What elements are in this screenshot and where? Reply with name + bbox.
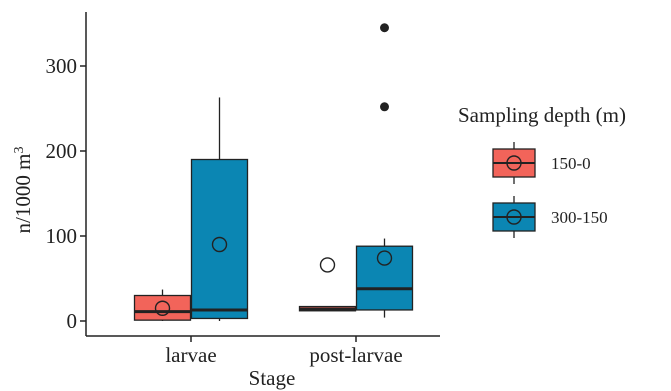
x-tick-label-larvae: larvae <box>165 343 216 367</box>
legend: Sampling depth (m) 150-0 300-150 <box>458 103 626 238</box>
x-tick-label-post-larvae: post-larvae <box>309 343 402 367</box>
y-tick-label-300: 300 <box>46 54 78 78</box>
mean-marker-300-150-post-larvae <box>376 250 393 266</box>
legend-key-mean-150-0 <box>506 155 522 171</box>
mean-marker-300-150-larvae <box>211 236 228 253</box>
legend-label-150-0: 150-0 <box>551 154 591 173</box>
y-tick-label-100: 100 <box>46 224 78 248</box>
axes: 0 100 200 300 larvae post-larvae <box>46 12 440 367</box>
y-axis-title-superscript: 3 <box>12 147 27 154</box>
box-300-150-larvae <box>190 158 249 320</box>
x-axis-title: Stage <box>249 366 296 390</box>
legend-label-300-150: 300-150 <box>551 208 608 227</box>
outlier-300-150-post-larvae-1 <box>380 102 389 112</box>
legend-title: Sampling depth (m) <box>458 103 626 127</box>
y-tick-label-200: 200 <box>46 139 78 163</box>
y-axis-title-main: n/1000 m <box>11 154 35 234</box>
y-tick-label-0: 0 <box>67 309 78 333</box>
box-300-150-post-larvae <box>355 245 414 311</box>
mean-marker-150-0-post-larvae <box>319 257 336 273</box>
plot-area <box>133 23 414 321</box>
box-150-0-larvae <box>133 294 192 321</box>
legend-key-mean-300-150 <box>506 209 522 225</box>
mean-marker-150-0-larvae <box>154 300 171 316</box>
outlier-300-150-post-larvae-0 <box>380 23 389 33</box>
y-axis-title: n/1000 m3 <box>11 147 35 234</box>
